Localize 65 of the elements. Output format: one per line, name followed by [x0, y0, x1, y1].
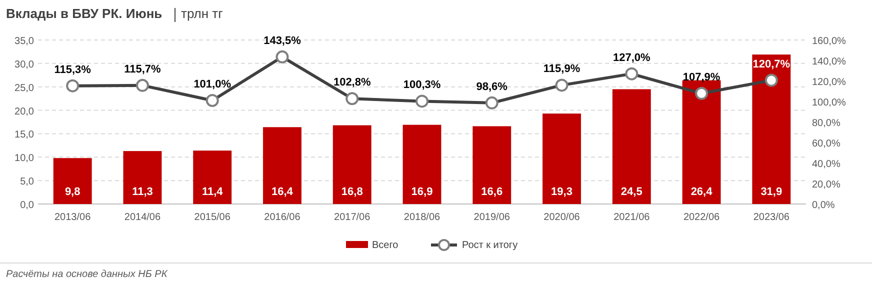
data-label: 120,7% [752, 58, 790, 70]
data-label: 102,8% [333, 76, 371, 89]
data-label: 9,8 [64, 186, 80, 198]
y2-tick-label: 100,0% [812, 98, 846, 108]
x-tick-label: 2021/06 [614, 212, 650, 223]
y-tick-label: 0,0 [20, 200, 34, 211]
x-tick-label: 2020/06 [544, 212, 580, 223]
bar [332, 125, 372, 204]
y-tick-label: 20,0 [14, 106, 34, 118]
y2-tick-label: 0,0% [812, 200, 835, 211]
y2-tick-label: 140,0% [812, 56, 846, 68]
bar [472, 126, 512, 204]
data-label: 101,0% [194, 78, 232, 90]
data-label: 26,4 [690, 186, 714, 198]
chart-subtitle: трлн тг [181, 6, 224, 21]
data-label: 16,8 [341, 186, 363, 198]
x-tick-label: 2018/06 [404, 212, 441, 223]
y2-tick-label: 60,0% [812, 138, 840, 150]
data-label: 115,3% [54, 64, 92, 76]
x-tick-label: 2017/06 [334, 212, 371, 223]
bar [542, 114, 581, 204]
data-label: 107,9% [682, 71, 720, 84]
x-tick-label: 2013/06 [54, 212, 92, 223]
data-label: 16,4 [272, 186, 294, 198]
y-tick-label: 5,0 [20, 176, 34, 188]
x-tick-label: 2019/06 [474, 212, 510, 223]
data-label: 19,3 [551, 186, 572, 198]
data-label: 115,9% [543, 63, 580, 76]
data-label: 143,5% [264, 34, 302, 47]
data-label: 31,9 [760, 186, 782, 198]
y2-tick-label: 80,0% [812, 118, 840, 129]
y-tick-label: 25,0 [14, 82, 34, 94]
text: Расчёты на основе данных НБ РК [6, 269, 168, 280]
data-label: 16,9 [411, 186, 433, 198]
data-label: 115,7% [124, 63, 162, 76]
y-tick-label: 35,0 [14, 36, 34, 47]
x-tick-label: 2023/06 [753, 212, 790, 223]
data-label: 98,6% [476, 80, 508, 93]
bar [193, 150, 232, 204]
legend-label: Рост к итогу [462, 240, 518, 251]
bar [53, 158, 92, 204]
data-label: 16,6 [481, 186, 503, 198]
y2-tick-label: 160,0% [812, 36, 846, 47]
y-tick-label: 30,0 [14, 59, 34, 70]
y2-tick-label: 20,0% [812, 180, 840, 190]
bar [123, 151, 162, 204]
data-label: 100,3% [403, 79, 441, 92]
y-tick-label: 15,0 [14, 130, 34, 141]
x-tick-label: 2022/06 [683, 212, 720, 223]
data-label: 24,5 [620, 186, 642, 198]
x-tick-label: 2016/06 [264, 212, 301, 223]
bar [402, 124, 442, 204]
bar [752, 54, 791, 204]
data-label: 127,0% [612, 52, 651, 64]
bar [612, 89, 651, 204]
x-tick-label: 2015/06 [194, 212, 231, 223]
data-label: 11,3 [132, 186, 153, 198]
y2-tick-label: 120,0% [812, 77, 846, 88]
bar [263, 127, 302, 204]
chart-title: Вклады в БВУ РК. Июнь [6, 6, 162, 21]
y2-tick-label: 40,0% [812, 159, 840, 170]
legend-label: Всего [372, 240, 399, 251]
y-tick-label: 10,0 [14, 153, 34, 164]
x-tick-label: 2014/06 [124, 212, 161, 223]
data-label: 11,4 [202, 186, 224, 198]
